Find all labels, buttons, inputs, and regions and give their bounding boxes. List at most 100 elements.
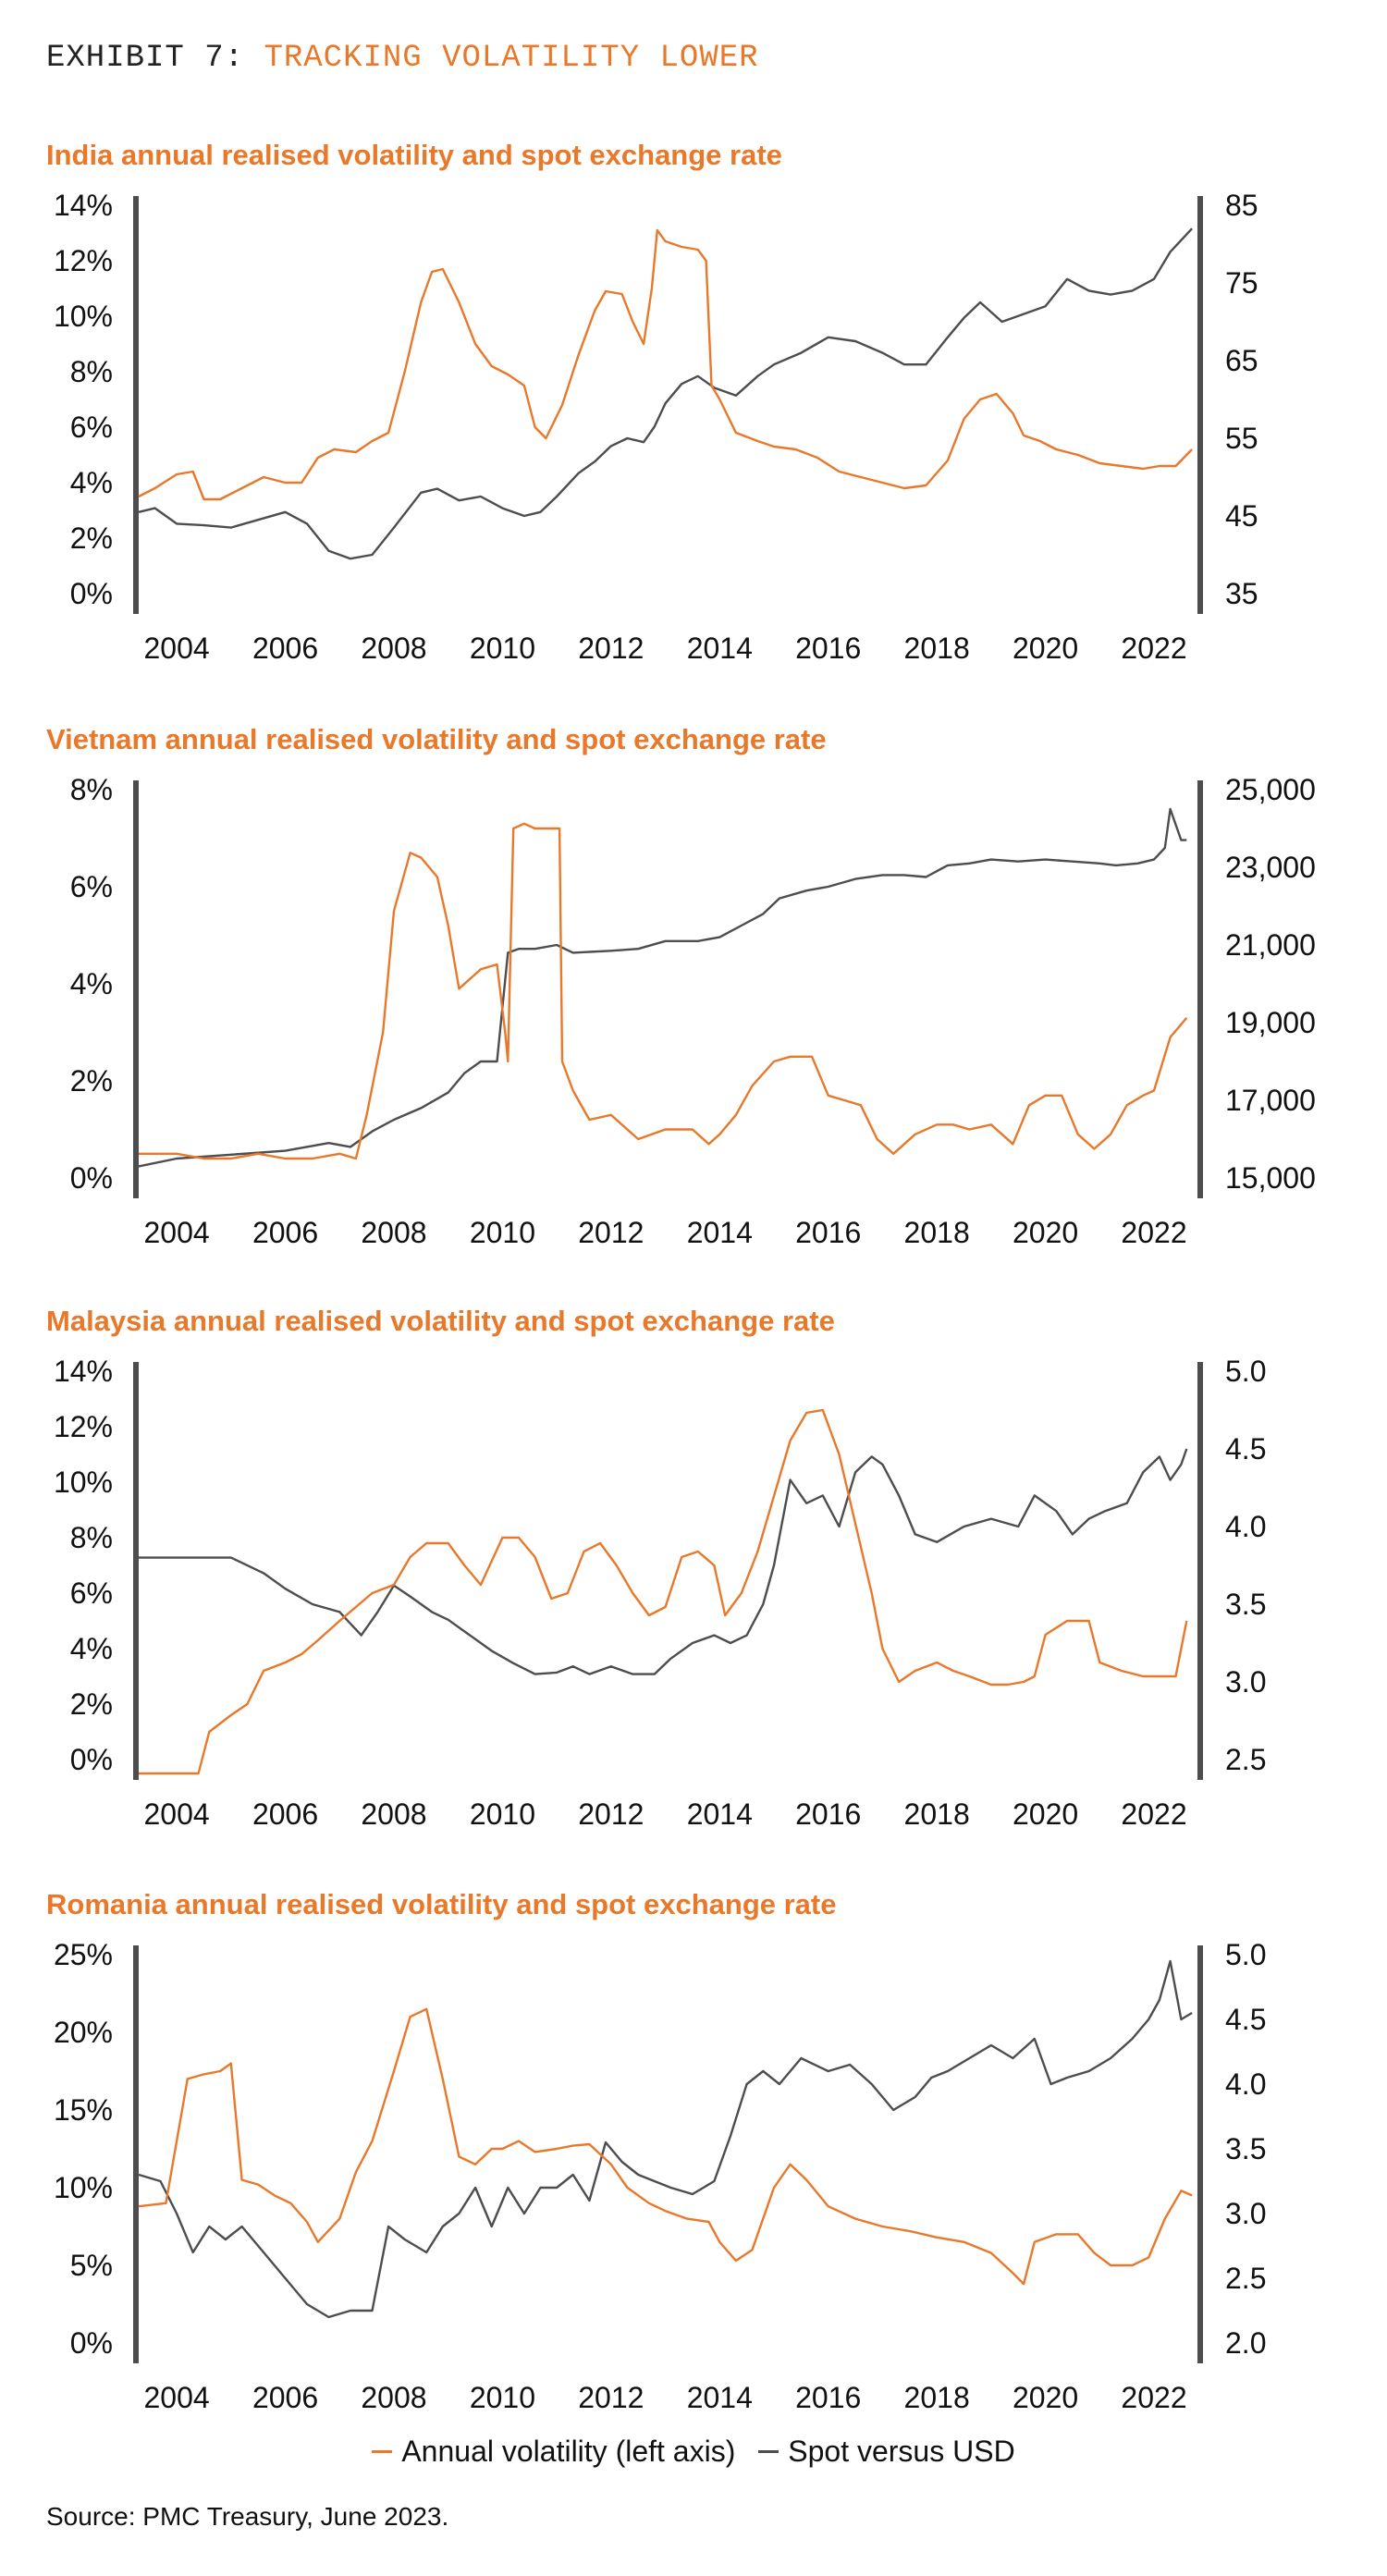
right-axis-tick-label: 2.0 (1225, 2326, 1266, 2360)
left-axis-tick-label: 25% (54, 1938, 113, 1971)
x-axis-tick-label: 2004 (144, 1797, 210, 1831)
left-axis-tick-label: 4% (70, 967, 113, 1000)
chart-india: 0% 2% 4% 6% 8% 10% 12% 14% 35 45 55 65 75 85 2004 2006 2… (54, 189, 1258, 665)
right-axis-tick-label: 25,000 (1225, 773, 1316, 806)
x-axis-tick-label: 2012 (578, 2381, 644, 2414)
right-axis-bar (1197, 1945, 1203, 2363)
x-axis-tick-label: 2010 (470, 632, 535, 665)
right-axis-bar (1197, 780, 1203, 1198)
x-axis-tick-label: 2022 (1121, 1797, 1186, 1831)
left-axis-tick-label: 4% (70, 466, 113, 499)
x-axis-tick-label: 2012 (578, 1216, 644, 1249)
spot-series-line (138, 1959, 1193, 2319)
left-axis-tick-label: 0% (70, 1161, 113, 1195)
source-note: Source: PMC Treasury, June 2023. (46, 2502, 449, 2531)
volatility-series-line (139, 1408, 1188, 1775)
x-axis-tick-label: 2006 (252, 632, 318, 665)
legend-label-volatility: Annual volatility (left axis) (401, 2435, 736, 2468)
right-axis-tick-label: 5.0 (1225, 1355, 1266, 1388)
x-axis-tick-label: 2016 (795, 1797, 861, 1831)
right-axis-tick-label: 15,000 (1225, 1161, 1316, 1195)
x-axis-tick-label: 2016 (795, 2381, 861, 2414)
x-axis-tick-label: 2004 (144, 2381, 210, 2414)
left-axis-tick-label: 8% (70, 773, 113, 806)
left-axis-bar (133, 1362, 139, 1780)
right-axis-bar (1197, 1362, 1203, 1780)
right-axis-tick-label: 45 (1225, 499, 1258, 533)
right-axis-tick-label: 21,000 (1225, 928, 1316, 962)
right-axis-tick-label: 4.5 (1225, 1432, 1266, 1466)
left-axis-tick-label: 12% (54, 244, 113, 277)
right-axis-tick-label: 3.5 (1225, 1588, 1266, 1621)
x-axis-tick-label: 2006 (252, 1216, 318, 1249)
legend: Annual volatility (left axis) Spot versu… (0, 2426, 1387, 2469)
right-axis-tick-label: 4.5 (1225, 2003, 1266, 2036)
left-axis-tick-label: 5% (70, 2249, 113, 2282)
right-axis-tick-label: 2.5 (1225, 2262, 1266, 2295)
right-axis-tick-label: 17,000 (1225, 1084, 1316, 1117)
legend-label-spot: Spot versus USD (788, 2435, 1015, 2468)
right-axis-tick-label: 3.0 (1225, 2197, 1266, 2230)
right-axis-tick-label: 3.5 (1225, 2132, 1266, 2165)
volatility-series-line (139, 822, 1188, 1160)
x-axis-tick-label: 2022 (1121, 632, 1186, 665)
x-axis-tick-label: 2016 (795, 632, 861, 665)
right-axis-tick-label: 5.0 (1225, 1938, 1266, 1971)
x-axis-tick-label: 2010 (470, 2381, 535, 2414)
left-axis-tick-label: 2% (70, 521, 113, 555)
legend-swatch-spot (758, 2450, 779, 2453)
x-axis-tick-label: 2004 (144, 1216, 210, 1249)
exhibit-heading: EXHIBIT 7: TRACKING VOLATILITY LOWER (46, 41, 759, 76)
left-axis-tick-label: 14% (54, 189, 113, 222)
right-axis-bar (1197, 196, 1203, 614)
x-axis-tick-label: 2014 (687, 632, 753, 665)
x-axis-tick-label: 2014 (687, 2381, 753, 2414)
x-axis-tick-label: 2018 (904, 632, 970, 665)
right-axis-tick-label: 65 (1225, 344, 1258, 377)
right-axis-tick-label: 35 (1225, 577, 1258, 610)
x-axis-tick-label: 2008 (361, 1216, 426, 1249)
left-axis-tick-label: 0% (70, 577, 113, 610)
left-axis-bar (133, 196, 139, 614)
x-axis-tick-label: 2020 (1013, 2381, 1078, 2414)
left-axis-tick-label: 12% (54, 1410, 113, 1443)
left-axis-bar (133, 780, 139, 1198)
right-axis-tick-label: 85 (1225, 189, 1258, 222)
x-axis-tick-label: 2020 (1013, 1797, 1078, 1831)
left-axis-tick-label: 6% (70, 411, 113, 444)
x-axis-tick-label: 2018 (904, 2381, 970, 2414)
right-axis-tick-label: 3.0 (1225, 1665, 1266, 1699)
x-axis-tick-label: 2018 (904, 1216, 970, 1249)
left-axis-tick-label: 0% (70, 1743, 113, 1776)
left-axis-tick-label: 6% (70, 870, 113, 903)
legend-item-volatility: Annual volatility (left axis) (372, 2435, 735, 2469)
left-axis-tick-label: 2% (70, 1687, 113, 1721)
x-axis-tick-label: 2010 (470, 1216, 535, 1249)
chart-title-india: India annual realised volatility and spo… (46, 139, 782, 171)
x-axis-tick-label: 2012 (578, 1797, 644, 1831)
x-axis-tick-label: 2006 (252, 1797, 318, 1831)
right-axis-tick-label: 4.0 (1225, 2067, 1266, 2101)
left-axis-tick-label: 10% (54, 2171, 113, 2204)
right-axis-tick-label: 75 (1225, 266, 1258, 300)
right-axis-tick-label: 19,000 (1225, 1006, 1316, 1039)
right-axis-tick-label: 2.5 (1225, 1743, 1266, 1776)
spot-series-line (138, 807, 1187, 1168)
x-axis-tick-label: 2008 (361, 1797, 426, 1831)
left-axis-tick-label: 15% (54, 2093, 113, 2127)
chart-title-romania: Romania annual realised volatility and s… (46, 1888, 837, 1920)
x-axis-tick-label: 2006 (252, 2381, 318, 2414)
chart-romania: 0% 5% 10% 15% 20% 25% 2.0 2.5 3.0 3.5 4.0 4.5 5.0 200… (54, 1938, 1267, 2414)
left-axis-tick-label: 8% (70, 1521, 113, 1554)
left-axis-tick-label: 6% (70, 1576, 113, 1610)
exhibit-label: EXHIBIT 7: (46, 41, 245, 76)
x-axis-tick-label: 2014 (687, 1797, 753, 1831)
x-axis-tick-label: 2014 (687, 1216, 753, 1249)
x-axis-tick-label: 2008 (361, 2381, 426, 2414)
left-axis-tick-label: 10% (54, 1466, 113, 1499)
right-axis-tick-label: 4.0 (1225, 1510, 1266, 1543)
x-axis-tick-label: 2018 (904, 1797, 970, 1831)
volatility-series-line (138, 228, 1193, 501)
spot-series-line (138, 227, 1193, 560)
left-axis-tick-label: 10% (54, 300, 113, 333)
